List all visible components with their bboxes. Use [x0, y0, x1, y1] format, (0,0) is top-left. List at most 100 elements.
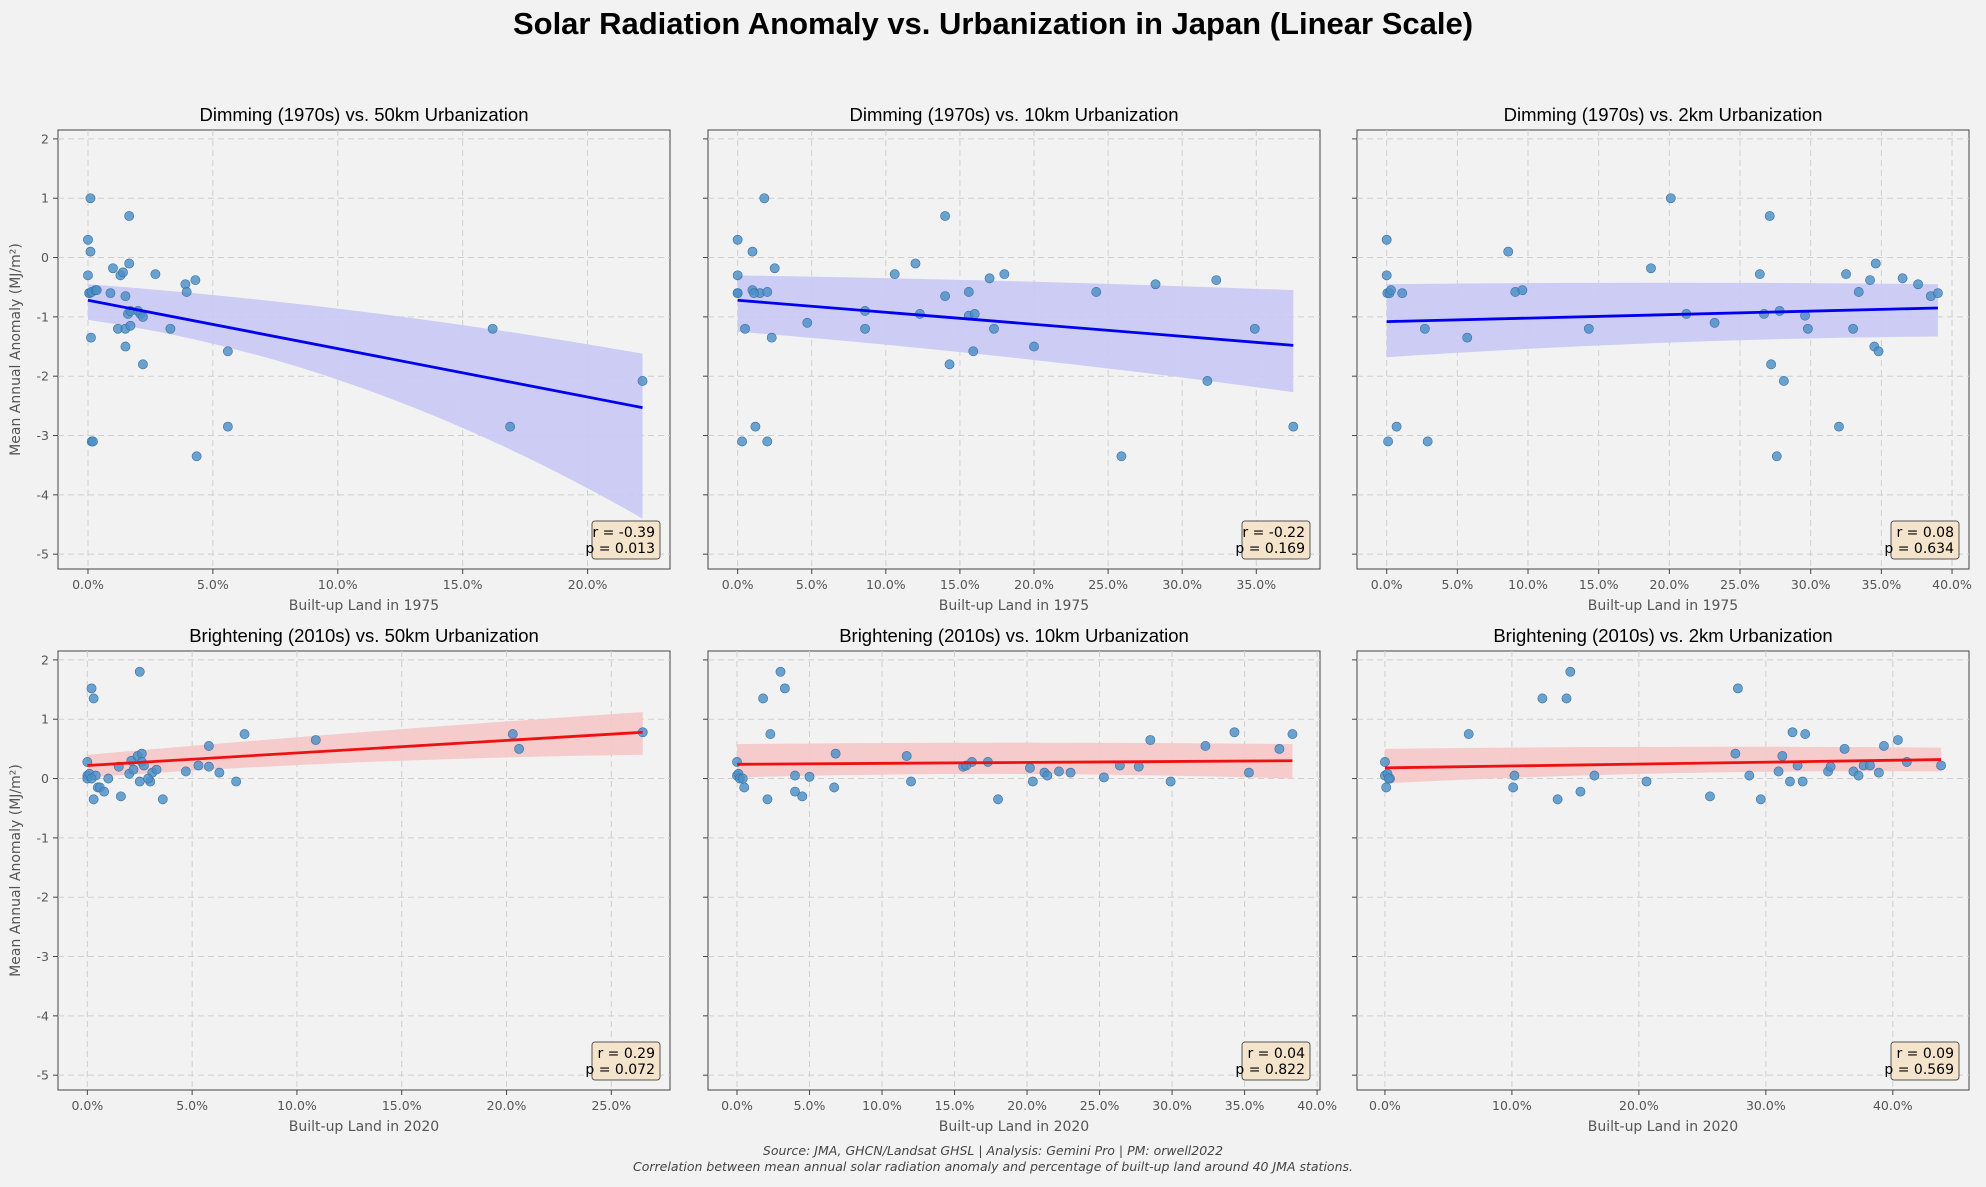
x-tick-label: 15.0% — [382, 1098, 422, 1113]
stats-box — [1241, 520, 1311, 560]
data-point — [1641, 776, 1652, 787]
data-point — [804, 771, 815, 782]
x-tick-label: 25.0% — [1088, 577, 1128, 592]
data-point — [214, 767, 225, 778]
data-point — [910, 258, 921, 269]
x-axis-label: Built-up Land in 1975 — [939, 598, 1089, 614]
data-point — [1463, 729, 1474, 739]
data-point — [86, 773, 97, 784]
data-point — [1709, 317, 1720, 328]
x-tick-label: 35.0% — [1862, 577, 1902, 592]
data-point — [239, 729, 250, 739]
data-point — [1665, 193, 1676, 204]
data-point — [737, 436, 747, 447]
y-tick-label: 2 — [41, 652, 49, 667]
panel-6: 0.0% 10.0% 20.0% 30.0% 40.0% r = 0.09p = 0.56… — [1352, 625, 1970, 1135]
data-point — [1834, 421, 1844, 432]
data-point — [1099, 772, 1109, 783]
y-tick-label: 1 — [41, 191, 49, 206]
x-tick-label: 5.0% — [176, 1098, 208, 1113]
panel-1: 0.0% 5.0% 10.0% 15.0% 20.0% -5 -4 -3 -2 -1 0 1 2 r = … — [8, 104, 671, 614]
data-point — [1244, 767, 1254, 778]
x-tick-label: 15.0% — [1579, 577, 1619, 592]
panel-title: Dimming (1970s) vs. 50km Urbanization — [199, 104, 528, 125]
panel-4: 0.0% 5.0% 10.0% 15.0% 20.0% 25.0% -5 -4 -3 -2 -1 0 1… — [8, 625, 671, 1135]
data-point — [1381, 234, 1392, 245]
x-tick-label: 35.0% — [1236, 577, 1276, 592]
x-tick-label: 25.0% — [1080, 1098, 1120, 1113]
data-point — [1419, 323, 1430, 334]
data-point — [204, 761, 214, 772]
data-point — [769, 263, 780, 274]
stats-r: r = -0.22 — [1242, 525, 1305, 541]
data-point — [732, 270, 743, 281]
data-point — [88, 693, 99, 704]
data-point — [944, 359, 955, 370]
data-point — [134, 666, 145, 677]
data-point — [747, 246, 758, 257]
x-tick-label: 0.0% — [1371, 577, 1403, 592]
data-point — [1787, 727, 1798, 738]
data-point — [1145, 735, 1156, 745]
data-point — [775, 666, 786, 677]
x-axis-label: Built-up Land in 2020 — [939, 1119, 1089, 1135]
data-point — [1785, 776, 1795, 787]
x-axis-label: Built-up Land in 2020 — [1588, 1119, 1738, 1135]
data-point — [1287, 729, 1298, 739]
y-tick-label: -2 — [37, 369, 49, 384]
x-tick-label: 10.0% — [277, 1098, 317, 1113]
data-point — [180, 766, 191, 777]
data-point — [1764, 211, 1775, 221]
y-tick-label: -2 — [37, 890, 49, 905]
data-point — [758, 693, 769, 704]
data-point — [120, 341, 131, 352]
y-tick-label: -3 — [37, 428, 49, 443]
data-point — [1892, 735, 1903, 745]
data-point — [765, 729, 776, 739]
data-point — [1933, 288, 1943, 299]
data-point — [1773, 766, 1784, 777]
panel-title: Dimming (1970s) vs. 2km Urbanization — [1504, 104, 1823, 125]
data-point — [88, 794, 99, 805]
data-point — [115, 791, 126, 802]
panel-2: 0.0% 5.0% 10.0% 15.0% 20.0% 25.0% 30.0% 35.0% r … — [703, 104, 1321, 614]
data-point — [1383, 773, 1394, 784]
data-point — [1744, 770, 1755, 781]
data-point — [86, 683, 97, 694]
data-point — [750, 421, 761, 432]
data-point — [191, 451, 202, 462]
data-point — [143, 773, 154, 784]
trend-line — [1384, 758, 1942, 770]
data-point — [860, 323, 870, 334]
x-tick-label: 40.0% — [1932, 577, 1972, 592]
data-point — [1848, 323, 1859, 334]
data-point — [984, 273, 995, 284]
y-tick-label: -1 — [37, 830, 49, 845]
data-point — [1853, 770, 1864, 781]
figure-title: Solar Radiation Anomaly vs. Urbanization… — [513, 6, 1473, 41]
data-point — [1042, 770, 1053, 781]
data-point — [1841, 269, 1851, 280]
data-point — [637, 376, 648, 386]
confidence-band — [87, 284, 643, 519]
y-tick-label: -5 — [37, 1068, 49, 1083]
x-tick-label: 15.0% — [940, 577, 980, 592]
data-point — [790, 786, 800, 797]
data-point — [1825, 761, 1836, 772]
panel-5: 0.0% 5.0% 10.0% 15.0% 20.0% 25.0% 30.0% 35.0% 40… — [703, 625, 1337, 1135]
stats-box — [591, 520, 661, 560]
data-point — [1705, 791, 1715, 802]
x-axis-label: Built-up Land in 1975 — [1588, 598, 1738, 614]
stats-box — [1241, 1041, 1311, 1081]
x-tick-label: 30.0% — [1791, 577, 1831, 592]
data-point — [1200, 741, 1211, 751]
data-point — [124, 211, 135, 221]
data-point — [120, 291, 131, 302]
y-tick-label: -4 — [37, 1008, 50, 1023]
data-point — [1565, 666, 1576, 677]
x-tick-label: 5.0% — [794, 1098, 826, 1113]
data-point — [1589, 770, 1600, 781]
data-point — [1865, 760, 1875, 771]
data-point — [1029, 341, 1039, 352]
